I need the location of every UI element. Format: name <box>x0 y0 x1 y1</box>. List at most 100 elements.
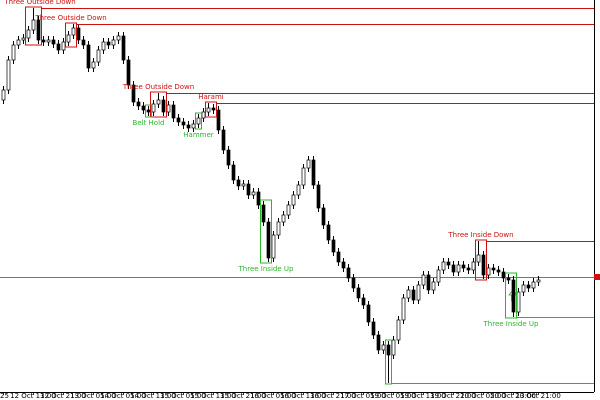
candle-body <box>116 35 121 41</box>
candle-body <box>176 117 181 123</box>
candle-body <box>21 37 26 41</box>
candle-body <box>391 339 396 356</box>
candle-body <box>161 99 166 113</box>
candle-body <box>41 39 46 43</box>
candle-body <box>341 261 346 269</box>
pattern-box <box>145 104 152 118</box>
candle-body <box>516 291 521 313</box>
candle-body <box>491 267 496 271</box>
candle-body <box>481 254 486 276</box>
candle-body <box>521 284 526 293</box>
candle-body <box>441 261 446 271</box>
x-tick-label: 19 Oct 13:00 <box>400 392 446 400</box>
candle-body <box>216 109 221 131</box>
pattern-label: Three Inside Down <box>447 231 513 239</box>
pattern-label: Belt Hold <box>133 119 165 127</box>
candle-body <box>406 289 411 299</box>
candle-body <box>451 264 456 273</box>
candle-body <box>56 43 61 51</box>
candle-body <box>26 29 31 39</box>
candle-body <box>146 109 151 113</box>
candle-body <box>71 27 76 36</box>
candle-body <box>376 334 381 351</box>
pattern-label: Hammer <box>183 131 213 139</box>
candle-body <box>221 129 226 151</box>
candle-body <box>211 107 216 111</box>
pattern-label: Three Outside Down <box>3 0 75 6</box>
candle-body <box>66 34 71 43</box>
candle-body <box>281 214 286 223</box>
candle-body <box>166 104 171 113</box>
candle-body <box>426 274 431 291</box>
pattern-label: Three Inside Up <box>483 320 539 328</box>
x-tick-label: 20 Oct 21:00 <box>515 392 561 400</box>
candle-body <box>371 321 376 336</box>
candle-body <box>336 251 341 263</box>
candle-body <box>471 261 476 271</box>
candle-body <box>121 35 126 61</box>
pattern-box <box>195 112 202 130</box>
candle-body <box>111 39 116 46</box>
candle-body <box>366 304 371 323</box>
x-tick-label: 19 Oct 21:00 <box>430 392 476 400</box>
candle-body <box>466 267 471 271</box>
candle-body <box>86 44 91 69</box>
x-tick-label: 12 Oct 13:00 <box>10 392 56 400</box>
candle-body <box>316 184 321 209</box>
candle-body <box>241 183 246 187</box>
candle-body <box>291 194 296 206</box>
pattern-label: Harami <box>198 93 224 101</box>
x-tick-label: 16 Oct 13:00 <box>280 392 326 400</box>
candle-body <box>321 207 326 226</box>
candle-body <box>381 344 386 351</box>
candle-body <box>511 279 516 313</box>
candle-body <box>436 269 441 283</box>
candle-body <box>1 89 6 101</box>
x-tick-label: 20 Oct 05:00 <box>460 392 506 400</box>
candle-body <box>91 61 96 69</box>
candle-body <box>461 264 466 269</box>
pattern-label: Three Inside Up <box>238 265 294 273</box>
candle-body <box>51 39 56 45</box>
candle-body <box>271 234 276 259</box>
candle-body <box>416 284 421 301</box>
candle-body <box>346 267 351 279</box>
candle-body <box>76 27 81 41</box>
candle-body <box>326 224 331 241</box>
candle-body <box>101 41 106 51</box>
candle-body <box>486 267 491 276</box>
candle-body <box>431 281 436 291</box>
candle-body <box>11 44 16 61</box>
candle-body <box>46 39 51 43</box>
candle-body <box>6 59 11 91</box>
pattern-box <box>25 6 42 46</box>
price-marker <box>594 274 600 280</box>
x-tick-label: 14 Oct 13:00 <box>130 392 176 400</box>
candle-body <box>16 39 21 46</box>
candle-body <box>401 297 406 321</box>
candle-body <box>386 344 391 356</box>
candle-body <box>126 59 131 86</box>
candle-body <box>196 117 201 125</box>
candle-body <box>246 183 251 196</box>
candle-body <box>81 39 86 46</box>
pattern-label: Three Outside Down <box>34 14 106 22</box>
candle-body <box>266 221 271 259</box>
candle-body <box>201 111 206 119</box>
candle-body <box>181 121 186 126</box>
candle-body <box>396 319 401 341</box>
candle-body <box>476 254 481 263</box>
candle-body <box>356 287 361 299</box>
x-tick-label: 17 Oct 05:00 <box>340 392 386 400</box>
pattern-box <box>385 339 392 385</box>
candle-body <box>251 191 256 196</box>
candle-body <box>411 289 416 301</box>
candle-body <box>301 167 306 186</box>
x-tick-label: 14 Oct 05:00 <box>100 392 146 400</box>
candle-body <box>231 164 236 181</box>
candle-body <box>236 179 241 187</box>
x-tick-label: 19 Oct 05:00 <box>370 392 416 400</box>
pattern-label: Three Outside Down <box>122 83 194 91</box>
